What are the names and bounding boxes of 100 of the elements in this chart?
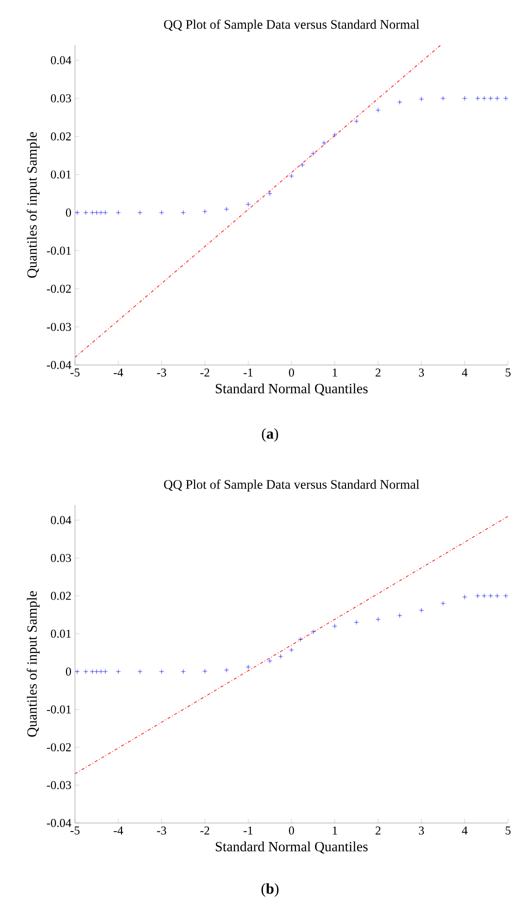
point (310, 629, 316, 634)
x-tick-label: 0 (288, 368, 294, 377)
y-tick-label: 0.04 (50, 56, 72, 64)
x-tick-label: -4 (114, 368, 123, 376)
point (202, 209, 208, 214)
point (278, 654, 283, 659)
point (462, 594, 467, 600)
x-axis-title: Standard Normal Quantiles (216, 383, 368, 396)
point (98, 669, 104, 674)
y-tick-label: 0.02 (50, 592, 71, 600)
point (376, 616, 380, 622)
point (440, 96, 446, 101)
x-tick-label: 3 (418, 368, 424, 377)
point (321, 140, 326, 146)
point (246, 664, 250, 670)
point (482, 593, 486, 598)
x-tick-label: -2 (200, 368, 210, 376)
x-tick-label: 5 (506, 826, 510, 834)
y-tick-label: 0.03 (50, 94, 71, 102)
point (475, 593, 480, 598)
y-tick-label: -0.04 (46, 360, 72, 370)
y-tick-label: 0.01 (50, 630, 71, 638)
x-tick-label: 4 (462, 368, 468, 376)
point (267, 658, 272, 664)
y-tick-label: 0.01 (50, 170, 71, 179)
point (397, 613, 402, 618)
x-tick-label: 1 (332, 826, 337, 834)
point (137, 210, 142, 216)
point (310, 151, 316, 156)
point (418, 608, 424, 613)
y-tick-label: -0.02 (46, 743, 71, 752)
point (202, 668, 208, 674)
point (332, 132, 338, 138)
x-tick-label: -2 (200, 826, 210, 834)
point (488, 593, 493, 598)
point (354, 118, 359, 124)
point (224, 668, 229, 672)
x-tick-label: 0 (288, 826, 294, 835)
point (116, 669, 121, 674)
y-tick-label: -0.01 (46, 705, 71, 714)
point (397, 100, 402, 105)
point (475, 96, 480, 101)
x-tick-label: 2 (375, 826, 380, 834)
point (488, 96, 493, 101)
y-axis-title: Quantiles of input Sample (26, 132, 40, 278)
x-tick-label: 5 (506, 368, 510, 376)
point (267, 191, 272, 196)
point (74, 210, 80, 216)
point (180, 669, 186, 674)
text: (b) (261, 883, 278, 897)
chart-title: QQ Plot of Sample Data versus Standard Normal (164, 20, 420, 32)
point (418, 96, 424, 102)
y-tick-label: -0.03 (46, 322, 71, 331)
point (288, 174, 294, 178)
x-axis-title: Standard Normal Quantiles (216, 841, 368, 854)
point (94, 210, 99, 216)
point (482, 96, 486, 101)
point (159, 669, 164, 674)
point (300, 162, 305, 168)
y-tick-label: -0.03 (46, 781, 71, 790)
point (137, 669, 142, 674)
y-tick-label: 0.02 (50, 132, 71, 140)
x-tick-label: -5 (70, 826, 80, 834)
x-tick-label: 1 (332, 368, 337, 376)
x-tick-label: -5 (70, 368, 80, 376)
point (116, 210, 121, 216)
point (74, 669, 80, 674)
y-axis-title: Quantiles of input Sample (26, 591, 40, 737)
point (376, 108, 380, 113)
x-tick-label: -3 (156, 368, 166, 377)
point (94, 669, 99, 674)
x-tick-label: -1 (243, 826, 252, 834)
point (298, 636, 302, 642)
x-tick-label: -3 (156, 826, 166, 835)
y-tick-label: -0.01 (46, 246, 71, 255)
point (90, 669, 95, 674)
point (83, 210, 88, 216)
x-tick-label: 2 (375, 368, 380, 376)
y-tick-label: 0 (66, 668, 71, 676)
y-tick-label: 0.03 (50, 554, 71, 562)
point (159, 210, 164, 216)
y-tick-label: 0 (66, 208, 71, 217)
point (83, 669, 88, 674)
point (90, 210, 95, 216)
chart-title: QQ Plot of Sample Data versus Standard Normal (164, 480, 420, 492)
point (354, 620, 359, 625)
y-tick-label: -0.02 (46, 284, 71, 293)
point (102, 669, 108, 674)
point (503, 593, 508, 598)
point (180, 210, 186, 216)
point (288, 648, 294, 652)
point (332, 624, 338, 629)
point (494, 96, 500, 101)
x-tick-label: 3 (418, 826, 424, 835)
point (462, 96, 467, 101)
y-tick-label: -0.04 (46, 818, 72, 828)
point (224, 206, 229, 212)
x-tick-label: 4 (462, 826, 468, 834)
x-tick-label: -1 (243, 368, 252, 376)
point (246, 202, 250, 207)
